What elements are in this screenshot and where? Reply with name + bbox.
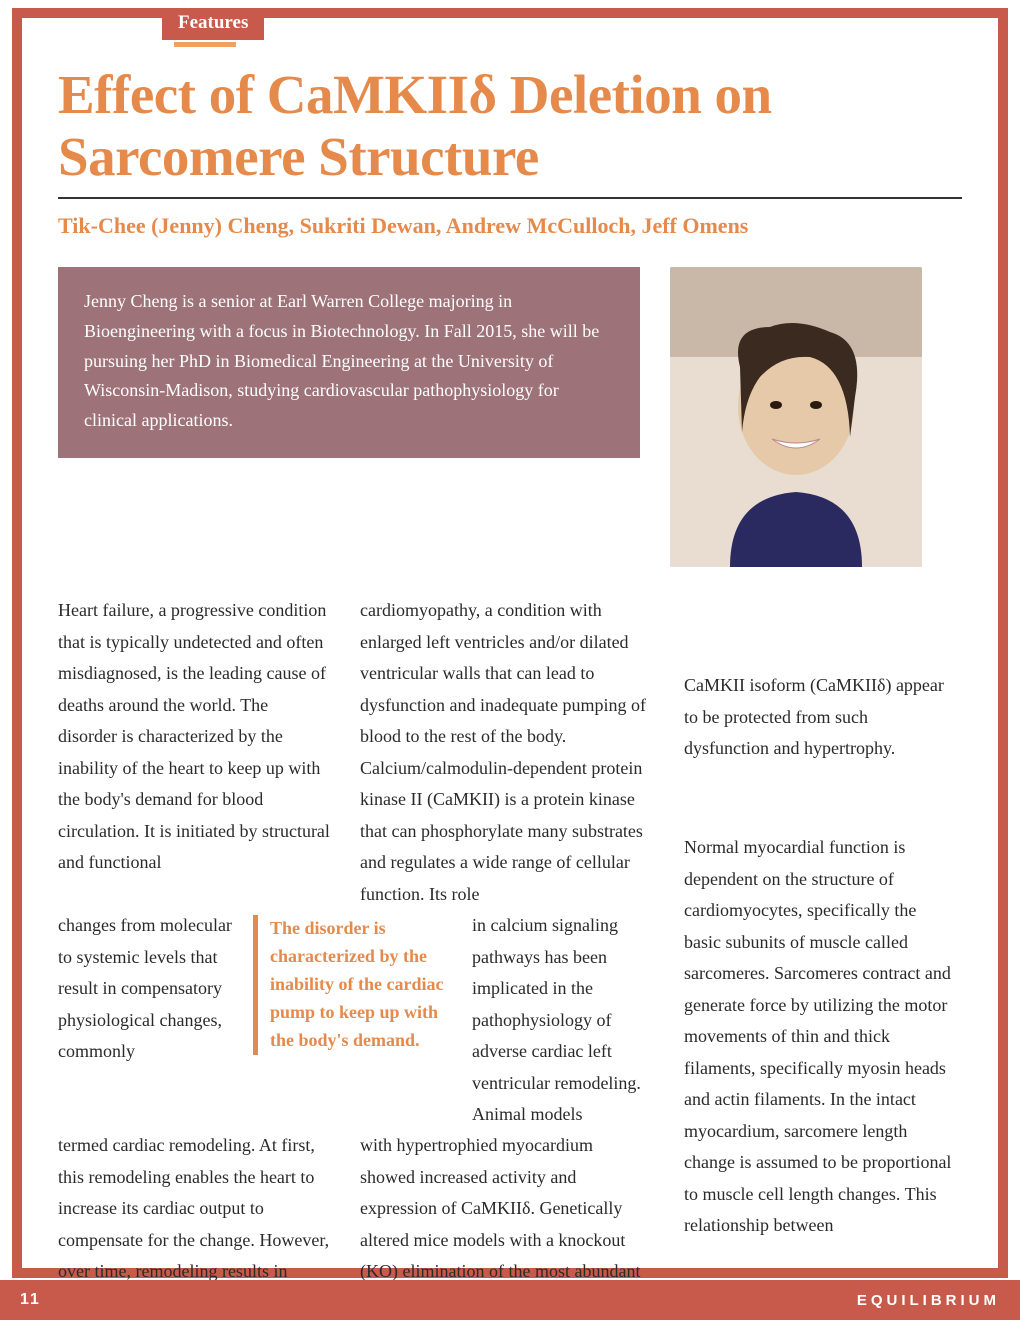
col2-narrow: in calcium signaling pathways has been i… (472, 910, 652, 1131)
col3-bottom: Normal myocardial function is dependent … (684, 832, 954, 1242)
col1-top: Heart failure, a progressive condition t… (58, 595, 330, 879)
col3-top: CaMKII isoform (CaMKIIδ) appear to be pr… (684, 670, 954, 765)
bio-row: Jenny Cheng is a senior at Earl Warren C… (58, 267, 962, 567)
col2-top: cardiomyopathy, a condition with enlarge… (360, 595, 652, 910)
authors-line: Tik-Chee (Jenny) Cheng, Sukriti Dewan, A… (58, 213, 962, 239)
body-columns: Heart failure, a progressive condition t… (58, 595, 962, 1295)
pull-quote: The disorder is characterized by the ina… (253, 915, 453, 1054)
photo-placeholder-icon (670, 267, 922, 567)
section-tab: Features (162, 8, 264, 40)
page-number: 11 (20, 1291, 41, 1309)
author-photo (670, 267, 922, 567)
journal-name: EQUILIBRIUM (857, 1292, 1000, 1309)
content-area: Effect of CaMKIIδ Deletion on Sarcomere … (22, 18, 998, 1268)
section-label: Features (178, 12, 248, 33)
title-rule (58, 197, 962, 199)
page-frame: Features Effect of CaMKIIδ Deletion on S… (12, 8, 1008, 1278)
page-footer: 11 EQUILIBRIUM (0, 1280, 1020, 1320)
bio-box: Jenny Cheng is a senior at Earl Warren C… (58, 267, 640, 457)
bio-text: Jenny Cheng is a senior at Earl Warren C… (84, 291, 599, 430)
section-underline (174, 42, 236, 47)
article-title: Effect of CaMKIIδ Deletion on Sarcomere … (58, 64, 962, 187)
col1-narrow: changes from molecular to systemic level… (58, 910, 233, 1068)
col1-bottom: termed cardiac remodeling. At first, thi… (58, 1130, 330, 1288)
